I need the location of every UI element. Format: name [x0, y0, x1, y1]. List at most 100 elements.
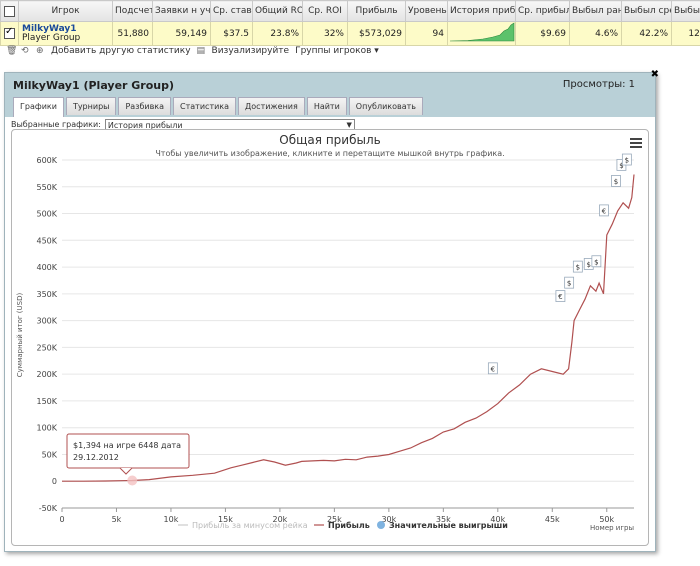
big-win-label: €: [602, 207, 606, 215]
x-tick-label: 0: [59, 515, 64, 524]
legend-item-rake[interactable]: Прибыль за минусом рейка: [192, 521, 308, 530]
add-stats-link[interactable]: Добавить другую статистику: [51, 46, 191, 56]
chevron-down-icon: ▾: [374, 46, 379, 56]
big-win-flag[interactable]: [591, 255, 602, 268]
close-icon[interactable]: ✖: [650, 69, 659, 80]
profit-sparkline: [449, 22, 515, 42]
big-win-label: $: [576, 264, 580, 272]
header-total-roi[interactable]: Общий ROI: [252, 0, 303, 22]
big-win-label: $: [619, 162, 623, 170]
profit-chart[interactable]: Общая прибыль Чтобы увеличить изображени…: [11, 129, 649, 546]
chart-title: Общая прибыль: [279, 133, 380, 147]
grid-lines: [62, 159, 634, 509]
legend-swatch-wins: [377, 521, 385, 529]
tab-statistics[interactable]: Статистика: [173, 97, 237, 115]
series-line-profit[interactable]: [62, 174, 635, 482]
tab-find[interactable]: Найти: [306, 97, 347, 115]
y-tick-label: 100K: [36, 424, 57, 433]
grid-toolbar: 🗑 ⟲ ⊕ Добавить другую статистику ▤ Визуа…: [0, 43, 700, 59]
header-count[interactable]: Подсчет: [112, 0, 153, 22]
player-groups-dropdown[interactable]: Группы игроков ▾: [295, 46, 379, 56]
x-tick-label: 35k: [436, 515, 451, 524]
row-checkbox[interactable]: [4, 26, 15, 39]
big-win-flag[interactable]: [487, 362, 498, 375]
series-group: [62, 174, 635, 482]
header-level[interactable]: Уровень: [405, 0, 448, 22]
y-tick-label: 600K: [36, 156, 57, 165]
big-win-label: $: [625, 157, 629, 165]
tooltip-box: [66, 433, 190, 469]
trash-icon[interactable]: 🗑: [6, 45, 18, 56]
tooltip: $1,394 на игре 6448 дата 29.12.2012: [66, 433, 190, 486]
legend-item-wins[interactable]: Значительные выигрыши: [389, 521, 508, 530]
y-tick-label: -50K: [39, 504, 58, 513]
header-avg-roi[interactable]: Ср. ROI: [302, 0, 348, 22]
grid-header-row: Игрок Подсчет Заявки н уча Ср. ставк Общ…: [0, 0, 700, 22]
header-avg-stake[interactable]: Ср. ставк: [210, 0, 253, 22]
cell-profit-sparkline: [447, 21, 516, 46]
table-row[interactable]: MilkyWay1 Player Group 51,880 59,149 $37…: [0, 21, 700, 46]
cell-entries: 59,149: [152, 21, 211, 46]
row-select[interactable]: [0, 21, 19, 46]
header-early[interactable]: Выбыл рано: [569, 0, 622, 22]
player-panel: MilkyWay1 (Player Group) Просмотры: 1 ✖ …: [4, 69, 659, 552]
panel-header: MilkyWay1 (Player Group) Просмотры: 1 ✖ …: [5, 69, 659, 117]
big-win-flag[interactable]: [611, 175, 621, 187]
x-tick-label: 40k: [490, 515, 505, 524]
header-player[interactable]: Игрок: [18, 0, 113, 22]
header-avg-profit[interactable]: Ср. прибыл: [515, 0, 570, 22]
header-profit[interactable]: Прибыль: [347, 0, 406, 22]
tab-publish[interactable]: Опубликовать: [348, 97, 424, 115]
tooltip-line-2: 29.12.2012: [73, 453, 119, 462]
legend-item-profit[interactable]: Прибыль: [328, 520, 370, 530]
big-win-label: $: [567, 280, 571, 288]
tab-achievements[interactable]: Достижения: [238, 97, 305, 115]
big-win-flag[interactable]: [564, 276, 575, 289]
chart-icon: ▤: [196, 45, 206, 56]
big-win-label: $: [614, 178, 618, 186]
header-select[interactable]: [0, 0, 19, 22]
y-tick-label: 500K: [36, 210, 57, 219]
player-cell[interactable]: MilkyWay1 Player Group: [18, 21, 113, 46]
big-win-label: €: [558, 293, 562, 301]
cell-avg-stake: $37.5: [210, 21, 253, 46]
tab-tournaments[interactable]: Турниры: [65, 97, 117, 115]
chart-subtitle: Чтобы увеличить изображение, кликните и …: [155, 149, 504, 158]
tab-charts[interactable]: Графики: [13, 97, 64, 117]
visualize-link[interactable]: Визуализируйте: [211, 46, 290, 56]
cell-profit: $573,029: [347, 21, 406, 46]
y-tick-label: 250K: [36, 343, 57, 352]
x-tick-label: 45k: [545, 515, 560, 524]
cell-avg-roi: 32%: [302, 21, 348, 46]
y-tick-label: 450K: [36, 236, 57, 245]
big-win-flag[interactable]: [555, 290, 566, 302]
cell-level: 94: [405, 21, 448, 46]
header-profit-history[interactable]: История прибыл: [447, 0, 516, 22]
tab-breakdown[interactable]: Разбивка: [118, 97, 172, 115]
refresh-icon[interactable]: ⟲: [21, 45, 29, 56]
header-mid[interactable]: Выбыл сред: [621, 0, 672, 22]
y-axis-label: Суммарный итог (USD): [16, 293, 24, 378]
hamburger-menu-icon[interactable]: [630, 138, 642, 150]
y-axis-ticks: -50K 0 50K 100K 150K 200K 250K 300K 350K 400K 450K…: [36, 156, 57, 513]
x-tick-label: 5k: [112, 515, 122, 524]
select-all-checkbox[interactable]: [4, 5, 15, 17]
hover-marker: [127, 475, 138, 486]
cell-early: 4.6%: [569, 21, 622, 46]
player-name[interactable]: MilkyWay1: [22, 23, 77, 34]
legend: Прибыль за минусом рейка Прибыль Значитель…: [178, 520, 508, 530]
x-tick-label: 20k: [272, 515, 287, 524]
big-win-flag[interactable]: [621, 153, 632, 166]
chart-select-value: История прибыли: [107, 121, 183, 130]
views-count: Просмотры: 1: [562, 79, 635, 90]
tooltip-pointer: [119, 467, 133, 475]
big-win-flag[interactable]: [599, 204, 609, 217]
header-late[interactable]: Выбыл поздн: [671, 0, 700, 22]
cell-mid: 42.2%: [621, 21, 672, 46]
big-win-flag[interactable]: [572, 260, 583, 273]
header-entries[interactable]: Заявки н уча: [152, 0, 211, 22]
chart-svg[interactable]: Общая прибыль Чтобы увеличить изображени…: [12, 130, 648, 545]
panel-title: MilkyWay1 (Player Group): [13, 79, 175, 92]
big-win-label: $: [587, 261, 591, 269]
chevron-down-icon: ▼: [346, 121, 352, 129]
